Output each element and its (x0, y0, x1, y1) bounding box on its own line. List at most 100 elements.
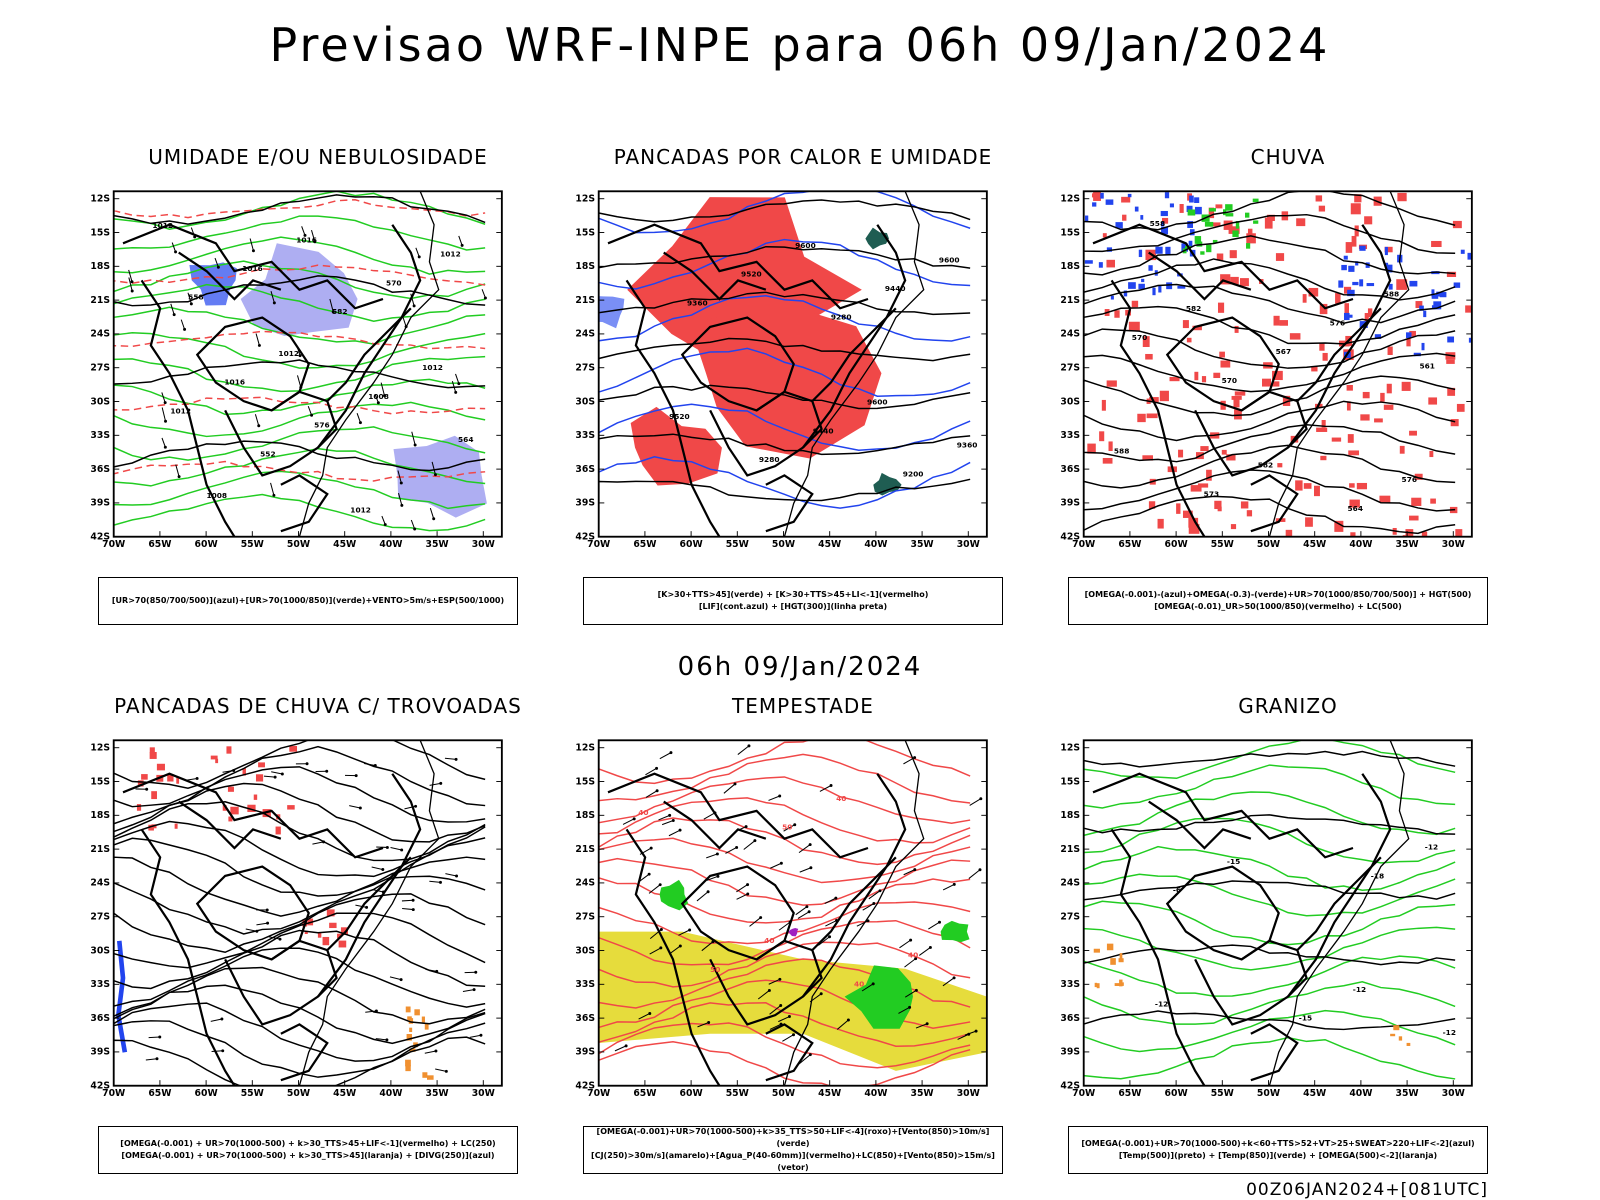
thunderstorm-cell (275, 826, 281, 835)
lat-label: 24S (90, 329, 110, 340)
rain-cell (1239, 278, 1249, 287)
lon-label: 35W (426, 539, 449, 550)
streamline-arrow (210, 1018, 222, 1022)
wind-vector-850-head (793, 823, 797, 827)
thunderstorm-cell (149, 751, 157, 759)
streamline-arrow-head (439, 781, 443, 785)
country-border (1250, 1023, 1299, 1082)
wind-vector-850 (749, 917, 761, 927)
wind-vector-850-head (978, 868, 982, 872)
streamline-arrow-head (374, 1009, 378, 1013)
wind-vector (402, 316, 407, 327)
country-border (755, 856, 897, 961)
country-border (1092, 223, 1354, 310)
lon-label: 55W (1211, 1088, 1234, 1099)
wind-vector-850 (703, 812, 716, 820)
precipitable-water-line (598, 740, 971, 785)
legend-line: [Temp(500)](preto) + [Temp(850)](verde) … (1118, 1151, 1438, 1160)
map-frame (597, 739, 988, 1087)
lat-label: 21S (90, 295, 110, 306)
wind-vector (415, 247, 420, 258)
country-border (1194, 949, 1308, 1026)
wind-vector-head (130, 289, 134, 293)
wind-vector-head (417, 255, 421, 259)
lon-label: 65W (148, 1088, 171, 1099)
wind-vector-850 (856, 920, 869, 927)
rain-cell (1217, 506, 1222, 512)
omega-cell (1165, 246, 1171, 255)
wind-vector (128, 277, 133, 292)
thickness-line (113, 396, 486, 415)
lat-label: 15S (575, 227, 595, 238)
wind-vector-850-head (778, 977, 782, 981)
lon-label: 40W (1349, 1088, 1372, 1099)
streamline-arrow-head (438, 880, 442, 884)
lon-label: 60W (680, 1088, 703, 1099)
omega-cell (1098, 262, 1103, 268)
map-layers: 1008 1012 1012 1012 1012 1016 1016 1008 1012 1012… (113, 191, 487, 537)
omega-cell (1110, 958, 1116, 965)
contour-label: 552 (260, 449, 275, 458)
contour-label: 576 (1402, 475, 1417, 484)
rain-cell (1192, 325, 1202, 331)
rain-cell (1230, 276, 1239, 285)
thunderstorm-cell (226, 746, 232, 754)
rain-cell (1314, 485, 1320, 497)
omega-strong-cell (1194, 236, 1202, 244)
omega-cell (1431, 289, 1435, 297)
wind-vector-head (383, 394, 386, 398)
rain-cell (1409, 515, 1419, 521)
country-border (1240, 856, 1382, 961)
coastline (298, 740, 440, 1086)
wind-vector-850 (824, 897, 837, 904)
omega-strong-cell (1232, 230, 1239, 237)
hgt500-line (1083, 375, 1456, 417)
panel-chuva: CHUVA 588 588 582 582 576 576 570 573 567 564 561 55… (1038, 145, 1538, 635)
country-border (765, 1023, 814, 1082)
main-title: Previsao WRF-INPE para 06h 09/Jan/2024 (269, 18, 1331, 72)
legend-line: [LIF](cont.azul) + [HGT(300)](linha pret… (698, 602, 888, 611)
omega-cell (1343, 255, 1348, 260)
wind-vector-850-head (808, 1053, 812, 1057)
thickness-line (113, 330, 486, 350)
lat-label: 18S (1060, 810, 1080, 821)
wind-vector-850 (701, 941, 714, 952)
wind-vector-850 (661, 820, 674, 826)
streamline-arrow (268, 936, 281, 940)
rain-cell (1087, 443, 1096, 454)
wind-vector-850-head (659, 946, 663, 950)
panel-title: PANCADAS POR CALOR E UMIDADE (613, 145, 993, 169)
convection-area (873, 472, 902, 496)
wind-vector (311, 229, 316, 242)
rain-cell (1145, 353, 1153, 360)
omega-cell (1473, 343, 1480, 351)
streamline-arrow (375, 1038, 387, 1041)
rain-cell (1131, 300, 1139, 308)
country-border (1194, 400, 1308, 477)
wind-vector-850-head (678, 828, 682, 832)
lon-label: 55W (726, 539, 749, 550)
temp850-line (1083, 900, 1456, 946)
lon-label: 45W (818, 1088, 841, 1099)
rain-cell (1414, 473, 1423, 480)
map-pancadas-calor: 9600 9600 9600 9520 9520 9440 9440 9360 9360 9280… (575, 190, 988, 550)
rain-cell (1334, 520, 1344, 532)
lat-label: 24S (575, 329, 595, 340)
wind-vector-head (313, 240, 317, 244)
lat-label: 39S (575, 1047, 595, 1058)
omega-cell (1338, 280, 1344, 288)
humidity-area (189, 262, 237, 306)
humidity-contour (113, 215, 486, 251)
thunderstorm-cell (258, 762, 265, 768)
rain-cell (1159, 390, 1169, 402)
lat-label: 12S (90, 194, 110, 205)
wind-vector-850 (928, 921, 940, 930)
streamline-arrow-head (434, 1049, 438, 1053)
omega-strong-cell (1235, 221, 1240, 229)
omega-cell (1343, 312, 1350, 321)
streamline-arrow-head (435, 969, 439, 973)
streamline-arrow-head (472, 988, 476, 992)
wind-vector-850-head (671, 819, 675, 822)
wind-vector-head (457, 382, 461, 386)
lon-label: 50W (1257, 1088, 1280, 1099)
